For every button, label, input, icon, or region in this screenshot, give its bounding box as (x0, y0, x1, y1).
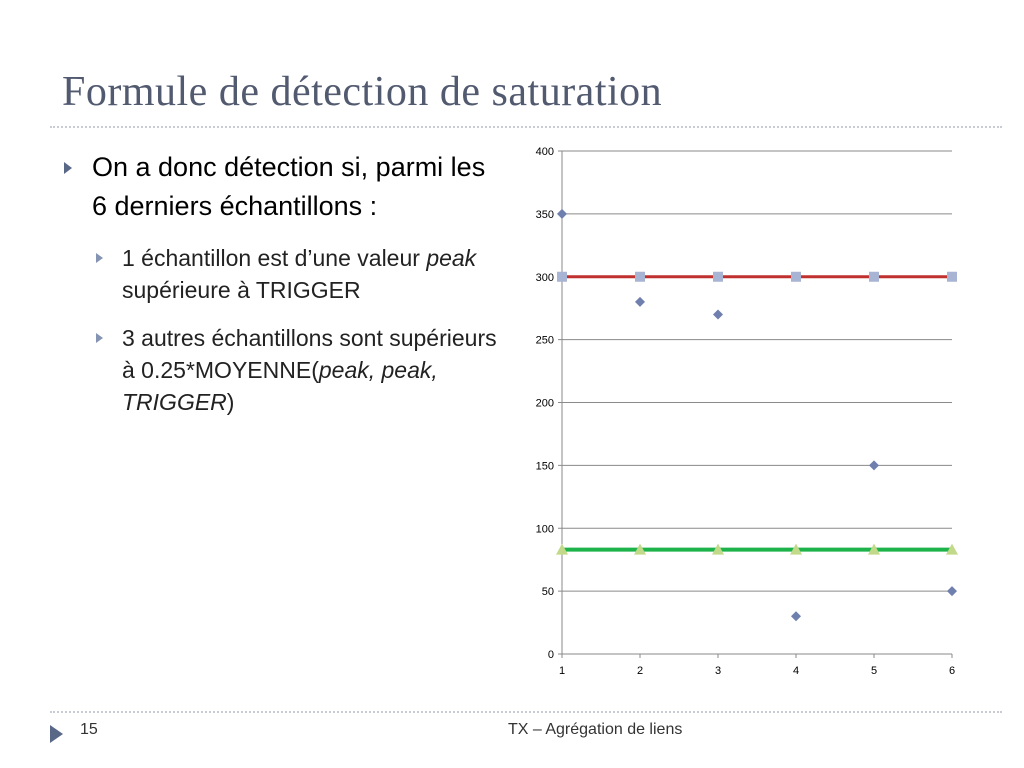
series-1-point (557, 208, 567, 219)
x-tick-label: 4 (793, 665, 799, 677)
footer-text: TX – Agrégation de liens (508, 721, 683, 738)
y-tick-label: 200 (536, 398, 554, 410)
y-tick-label: 0 (548, 649, 554, 661)
sub-bullet-arrow-icon (96, 333, 103, 343)
sub-bullet-1-italic: peak (426, 245, 477, 271)
series-1-point (713, 309, 723, 320)
series-3-point (556, 543, 568, 555)
series-3-point (946, 543, 958, 555)
y-tick-label: 150 (536, 460, 554, 472)
sub-bullet-1: 1 échantillon est d’une valeur peak supé… (62, 242, 502, 306)
bullet-list: On a donc détection si, parmi les 6 dern… (62, 148, 502, 418)
sub-bullet-1-text-before: 1 échantillon est d’une valeur (122, 245, 427, 271)
sub-bullet-2: 3 autres échantillons sont supérieurs à … (62, 322, 502, 418)
y-tick-label: 400 (536, 146, 554, 158)
page-number: 15 (80, 721, 98, 738)
bullet-main: On a donc détection si, parmi les 6 dern… (62, 148, 502, 226)
sub-bullet-2-italic: peak, peak, TRIGGER (122, 357, 438, 415)
series-1-point (947, 586, 957, 597)
x-tick-label: 2 (637, 665, 643, 677)
saturation-scatter-chart: 0 50 100 150 200 250 300 350 400 1 2 3 4 5 6 (536, 146, 958, 677)
series-3-point (634, 543, 646, 555)
sub-bullet-2-text-before: 3 autres échantillons sont supérieurs à … (122, 325, 497, 383)
y-tick-label: 250 (536, 335, 554, 347)
sub-bullet-2-text-after: ) (226, 389, 235, 415)
y-tick-label: 100 (536, 523, 554, 535)
series-1-point (869, 460, 879, 471)
series-2-point (869, 271, 879, 282)
x-tick-label: 5 (871, 665, 877, 677)
sub-bullet-arrow-icon (96, 253, 103, 263)
y-tick-label: 300 (536, 272, 554, 284)
y-tick-label: 350 (536, 209, 554, 221)
sub-bullet-1-text-after: supérieure à TRIGGER (122, 277, 361, 303)
series-2-point (713, 271, 723, 282)
x-tick-label: 6 (949, 665, 955, 677)
x-tick-label: 1 (559, 665, 565, 677)
footer-arrow-icon (50, 725, 63, 743)
series-3-point (790, 543, 802, 555)
title-divider (50, 126, 1002, 128)
bullet-main-text: On a donc détection si, parmi les 6 dern… (92, 152, 486, 221)
y-tick-label: 50 (542, 586, 554, 598)
series-3-point (868, 543, 880, 555)
series-1-point (635, 296, 645, 307)
series-3-point (712, 543, 724, 555)
series-2-point (947, 271, 957, 282)
footer-divider (50, 711, 1002, 713)
slide-title: Formule de détection de saturation (62, 69, 663, 115)
series-1-point (791, 611, 801, 622)
series-2-point (635, 271, 645, 282)
x-tick-label: 3 (715, 665, 721, 677)
bullet-arrow-icon (64, 162, 72, 174)
series-2-point (791, 271, 801, 282)
series-2-point (557, 271, 567, 282)
